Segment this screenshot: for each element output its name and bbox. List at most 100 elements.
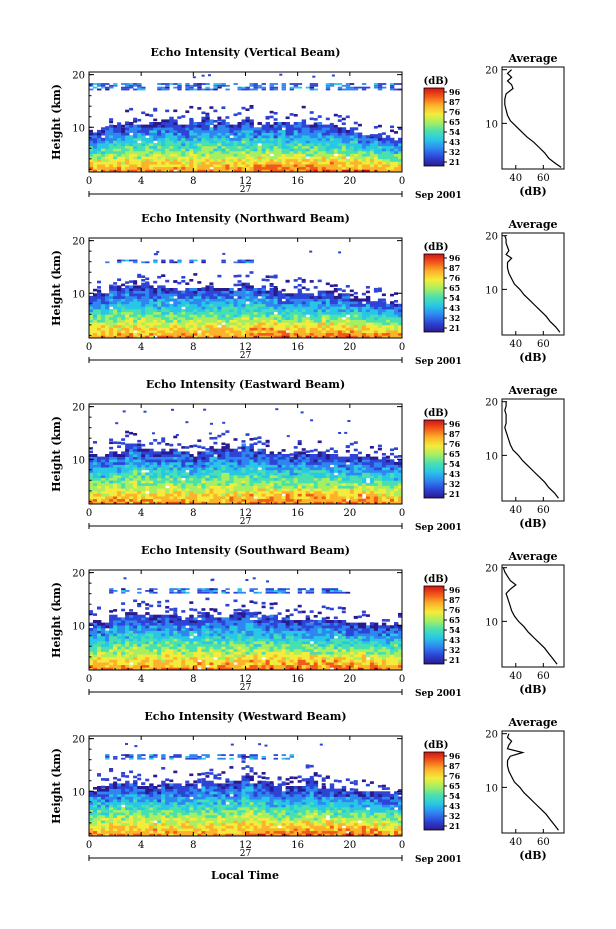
- heatmap-cell: [273, 335, 278, 339]
- heatmap-cell: [233, 156, 238, 160]
- heatmap-cell: [185, 288, 190, 291]
- heatmap-cell: [165, 456, 170, 460]
- heatmap-cell: [237, 161, 242, 165]
- heatmap-cell: [129, 461, 134, 465]
- heatmap-cell: [225, 309, 230, 313]
- heatmap-cell: [313, 327, 319, 331]
- heatmap-cell: [353, 306, 359, 310]
- heatmap-cell: [265, 143, 270, 147]
- heatmap-cell: [317, 322, 323, 326]
- heatmap-cell: [117, 485, 122, 489]
- heatmap-cell: [337, 319, 343, 323]
- heatmap-cell: [301, 469, 307, 473]
- heatmap-cell: [233, 335, 238, 339]
- heatmap-cell: [157, 153, 162, 157]
- heatmap-cell: [245, 330, 250, 334]
- heatmap-cell: [221, 475, 226, 479]
- heatmap-cell: [117, 314, 122, 318]
- heatmap-cell: [301, 119, 307, 123]
- heatmap-cell: [193, 480, 198, 484]
- heatmap-cell: [101, 472, 106, 476]
- heatmap-cell: [213, 290, 218, 294]
- heatmap-cell: [337, 86, 343, 89]
- heatmap-cell: [273, 493, 278, 497]
- heatmap-cell: [169, 288, 174, 291]
- heatmap-cell: [345, 332, 351, 336]
- heatmap-cell: [101, 501, 106, 505]
- heatmap-cell: [125, 496, 130, 500]
- heatmap-cell: [117, 124, 122, 128]
- heatmap-cell: [381, 145, 387, 149]
- heatmap-cell: [129, 122, 134, 125]
- heatmap-cell: [225, 132, 230, 136]
- heatmap-cell: [201, 287, 206, 290]
- heatmap-cell: [285, 482, 290, 486]
- heatmap-cell: [169, 327, 174, 331]
- heatmap-cell: [321, 161, 327, 165]
- heatmap-cell: [241, 290, 246, 294]
- heatmap-cell: [341, 135, 347, 139]
- heatmap-cell: [309, 477, 315, 481]
- heatmap-cell: [205, 148, 210, 152]
- heatmap-cell: [305, 454, 311, 457]
- heatmap-cell: [241, 309, 246, 313]
- heatmap-cell: [373, 164, 379, 168]
- heatmap-cell: [249, 88, 254, 91]
- heatmap-cell: [345, 145, 351, 149]
- heatmap-cell: [217, 118, 222, 122]
- heatmap-cell: [394, 150, 399, 154]
- heatmap-cell: [361, 135, 367, 139]
- heatmap-cell: [261, 161, 266, 165]
- heatmap-cell: [285, 303, 290, 307]
- heatmap-cell: [197, 298, 202, 302]
- heatmap-cell: [213, 153, 218, 157]
- heatmap-cell: [205, 150, 210, 154]
- panel-title: Echo Intensity (Vertical Beam): [150, 46, 340, 59]
- heatmap-cell: [265, 330, 270, 334]
- heatmap-cell: [197, 454, 202, 457]
- heatmap-cell: [113, 441, 118, 444]
- heatmap-cell: [157, 456, 162, 460]
- heatmap-cell: [309, 124, 315, 128]
- heatmap-cell: [385, 459, 391, 463]
- heatmap-cell: [121, 469, 126, 473]
- heatmap-cell: [125, 309, 130, 313]
- heatmap-cell: [325, 161, 331, 165]
- heatmap-cell: [269, 324, 274, 328]
- heatmap-cell: [349, 475, 355, 479]
- heatmap-cell: [209, 293, 214, 297]
- heatmap-cell: [277, 454, 282, 457]
- heatmap-cell: [161, 440, 166, 443]
- heatmap-cell: [361, 482, 367, 486]
- heatmap-cell: [109, 322, 114, 326]
- heatmap-cell: [337, 327, 343, 331]
- heatmap-cell: [301, 303, 307, 307]
- heatmap-cell: [245, 459, 250, 463]
- heatmap-cell: [229, 293, 234, 297]
- heatmap-cell: [277, 309, 282, 313]
- heatmap-cell: [209, 327, 214, 331]
- heatmap-cell: [237, 480, 242, 484]
- heatmap-cell: [105, 332, 110, 336]
- heatmap-cell: [93, 150, 98, 154]
- heatmap-cell: [105, 316, 110, 320]
- heatmap-cell: [197, 107, 202, 110]
- heatmap-cell: [121, 301, 126, 305]
- heatmap-cell: [161, 437, 166, 440]
- heatmap-cell: [105, 461, 110, 465]
- heatmap-cell: [217, 127, 222, 131]
- heatmap-cell: [394, 330, 399, 334]
- heatmap-cell: [281, 164, 286, 168]
- heatmap-cell: [225, 446, 230, 450]
- heatmap-cell: [101, 150, 106, 154]
- heatmap-cell: [141, 303, 146, 307]
- heatmap-cell: [289, 467, 294, 471]
- heatmap-cell: [289, 164, 294, 168]
- heatmap-cell: [341, 314, 347, 318]
- heatmap-cell: [105, 454, 110, 457]
- heatmap-cell: [277, 451, 282, 455]
- heatmap-cell: [101, 324, 106, 328]
- heatmap-cell: [177, 129, 182, 133]
- heatmap-cell: [101, 488, 106, 492]
- heatmap-cell: [137, 285, 142, 289]
